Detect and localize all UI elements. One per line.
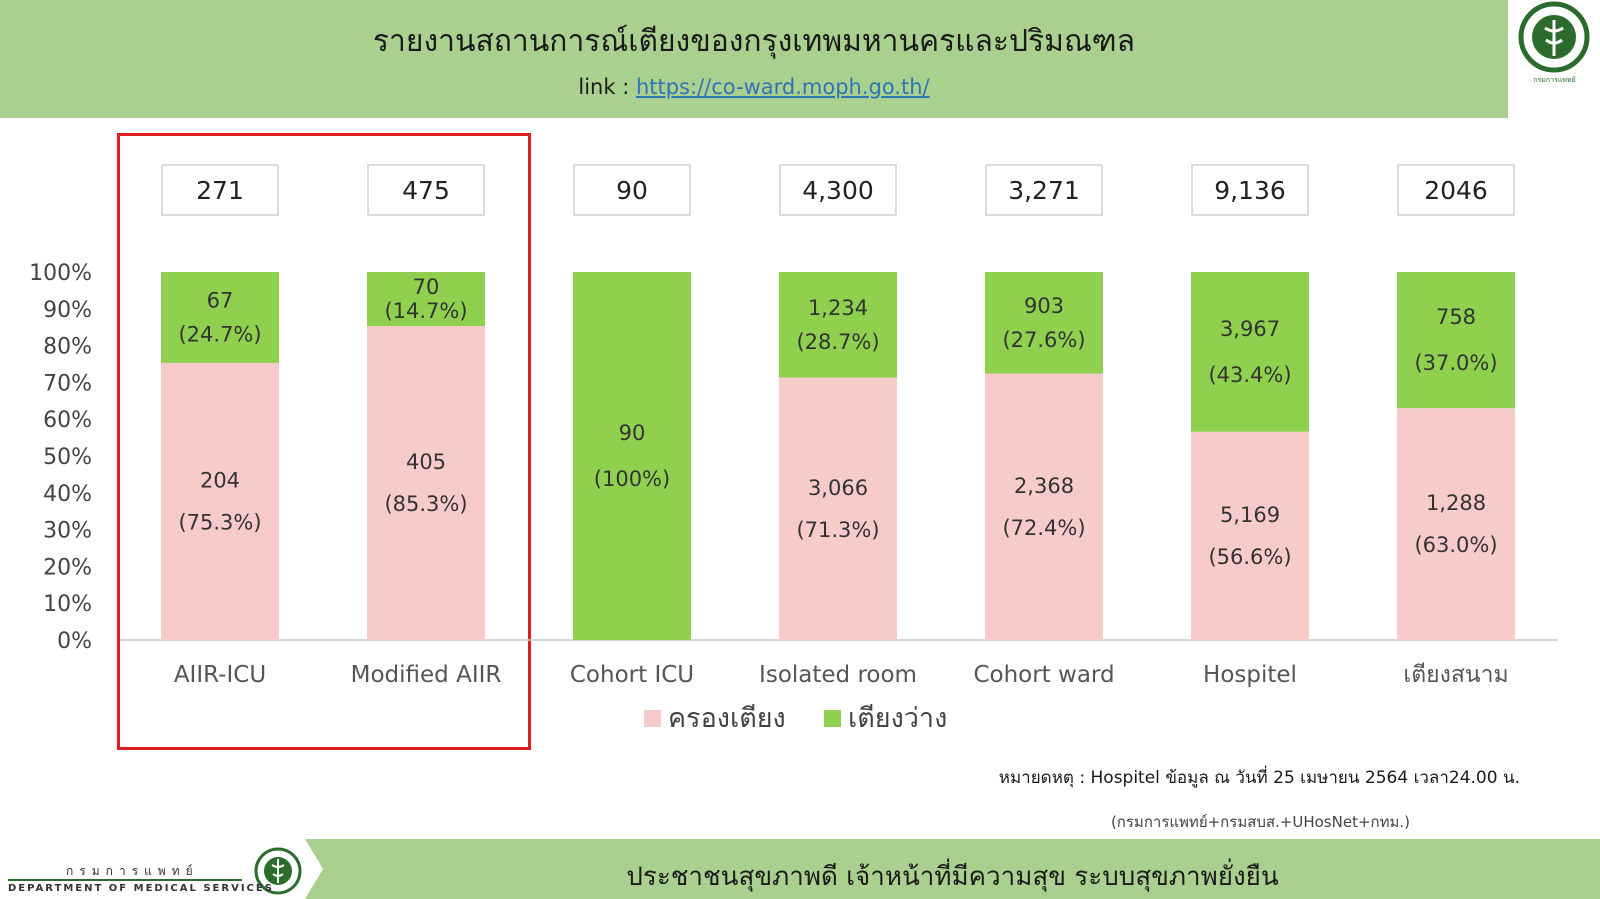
footer-slogan: ประชาชนสุขภาพดี เจ้าหน้าที่มีความสุข ระบ… — [626, 862, 1279, 892]
bar-available — [1191, 272, 1309, 432]
y-tick-label: 0% — [57, 629, 92, 654]
x-category-label: Cohort ward — [973, 662, 1114, 688]
y-tick-label: 100% — [29, 261, 92, 286]
department-seal-icon — [254, 847, 302, 895]
total-box — [779, 164, 897, 216]
link-line: link : https://co-ward.moph.go.th/ — [0, 75, 1508, 99]
total-box — [1191, 164, 1309, 216]
bar-occupied — [779, 377, 897, 640]
available-percent-label: (37.0%) — [1414, 351, 1497, 375]
x-category-label: Hospitel — [1203, 662, 1297, 688]
available-percent-label: (27.6%) — [1002, 328, 1085, 352]
aiir-highlight-box — [117, 133, 531, 750]
link-label: link : — [578, 75, 630, 99]
bar-occupied — [1191, 431, 1309, 640]
total-value-label: 9,136 — [1214, 176, 1286, 205]
bar-available — [779, 272, 897, 378]
x-category-label: Cohort ICU — [570, 662, 694, 688]
y-tick-label: 90% — [43, 298, 92, 323]
legend-label-available: เตียงว่าง — [848, 703, 947, 734]
footer-band — [305, 839, 1600, 899]
y-tick-label: 10% — [43, 592, 92, 617]
available-count-label: 90 — [619, 421, 646, 445]
y-tick-label: 20% — [43, 555, 92, 580]
available-percent-label: (28.7%) — [796, 330, 879, 354]
bar-available — [985, 272, 1103, 374]
occupied-percent-label: (63.0%) — [1414, 533, 1497, 557]
x-category-label: เตียงสนาม — [1403, 662, 1508, 688]
ministry-logo: กรมการแพทย์ — [1509, 0, 1600, 100]
occupied-percent-label: (72.4%) — [1002, 516, 1085, 540]
x-category-label: AIIR-ICU — [174, 662, 266, 688]
available-count-label: 903 — [1024, 294, 1064, 318]
x-category-label: Modified AIIR — [351, 662, 502, 688]
legend-swatch-available — [824, 710, 841, 727]
bar-available — [1397, 272, 1515, 409]
total-value-label: 475 — [402, 176, 450, 205]
available-percent-label: (100%) — [594, 467, 670, 491]
total-value-label: 90 — [616, 176, 648, 205]
available-percent-label: (14.7%) — [384, 299, 467, 323]
total-value-label: 2046 — [1424, 176, 1488, 205]
legend-swatch-occupied — [644, 710, 661, 727]
total-box — [367, 164, 485, 216]
total-box — [985, 164, 1103, 216]
bar-available — [573, 272, 691, 640]
bar-available — [161, 272, 279, 363]
available-count-label: 70 — [413, 275, 440, 299]
co-ward-link[interactable]: https://co-ward.moph.go.th/ — [635, 75, 930, 99]
bar-occupied — [1397, 408, 1515, 640]
occupied-count-label: 2,368 — [1014, 474, 1074, 498]
occupied-count-label: 3,066 — [808, 476, 868, 500]
department-name-english: DEPARTMENT OF MEDICAL SERVICES — [8, 883, 274, 894]
occupied-percent-label: (85.3%) — [384, 492, 467, 516]
page-title: รายงานสถานการณ์เตียงของกรุงเทพมหานครและป… — [372, 24, 1136, 59]
available-percent-label: (43.4%) — [1208, 363, 1291, 387]
occupied-percent-label: (56.6%) — [1208, 545, 1291, 569]
occupied-count-label: 405 — [406, 450, 446, 474]
y-tick-label: 70% — [43, 371, 92, 396]
occupied-count-label: 5,169 — [1220, 503, 1280, 527]
bar-occupied — [161, 362, 279, 640]
header-band — [0, 0, 1508, 118]
occupied-percent-label: (71.3%) — [796, 518, 879, 542]
bar-occupied — [367, 326, 485, 640]
y-tick-label: 80% — [43, 335, 92, 360]
total-value-label: 271 — [196, 176, 244, 205]
y-tick-label: 50% — [43, 445, 92, 470]
source-text: (กรมการแพทย์+กรมสบส.+UHosNet+กทม.) — [1110, 813, 1410, 831]
available-count-label: 1,234 — [808, 296, 868, 320]
occupied-count-label: 204 — [200, 468, 240, 492]
available-count-label: 67 — [207, 288, 234, 312]
ministry-seal-icon — [1518, 1, 1590, 73]
total-value-label: 4,300 — [802, 176, 874, 205]
total-box — [1397, 164, 1515, 216]
logo-caption: กรมการแพทย์ — [1533, 76, 1576, 84]
available-percent-label: (24.7%) — [178, 322, 261, 346]
bar-occupied — [985, 373, 1103, 640]
department-divider — [8, 879, 242, 881]
total-box — [573, 164, 691, 216]
department-logo — [8, 846, 308, 896]
available-count-label: 3,967 — [1220, 317, 1280, 341]
bed-status-chart: 0% 10% 20% 30% 40% 50% 60% 70% 80% 90% 100% 204 (75.… — [29, 164, 1558, 734]
total-value-label: 3,271 — [1008, 176, 1080, 205]
note-text: หมายดหตุ : Hospitel ข้อมูล ณ วันที่ 25 เ… — [998, 768, 1520, 788]
y-tick-label: 40% — [43, 482, 92, 507]
y-tick-label: 60% — [43, 408, 92, 433]
y-tick-label: 30% — [43, 519, 92, 544]
department-name-thai: กรมการแพทย์ — [66, 864, 199, 878]
x-category-label: Isolated room — [759, 662, 917, 688]
bar-available — [367, 272, 485, 327]
occupied-percent-label: (75.3%) — [178, 510, 261, 534]
available-count-label: 758 — [1436, 305, 1476, 329]
legend-label-occupied: ครองเตียง — [668, 703, 786, 734]
occupied-count-label: 1,288 — [1426, 491, 1486, 515]
total-box — [161, 164, 279, 216]
